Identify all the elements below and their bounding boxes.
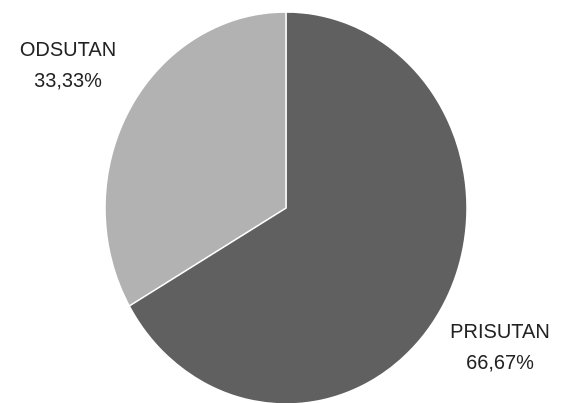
slice-label-prisutan-value: 66,67% <box>466 352 534 374</box>
slice-label-odsutan-name: ODSUTAN <box>20 39 116 61</box>
pie-slices <box>104 11 468 403</box>
slice-label-odsutan-value: 33,33% <box>34 70 102 92</box>
slice-label-odsutan: ODSUTAN 33,33% <box>20 39 116 92</box>
pie-slice-prisutan <box>128 11 468 403</box>
pie-slice-odsutan <box>104 11 287 308</box>
slice-label-prisutan: PRISUTAN 66,67% <box>450 321 550 374</box>
slice-label-prisutan-name: PRISUTAN <box>450 321 550 343</box>
